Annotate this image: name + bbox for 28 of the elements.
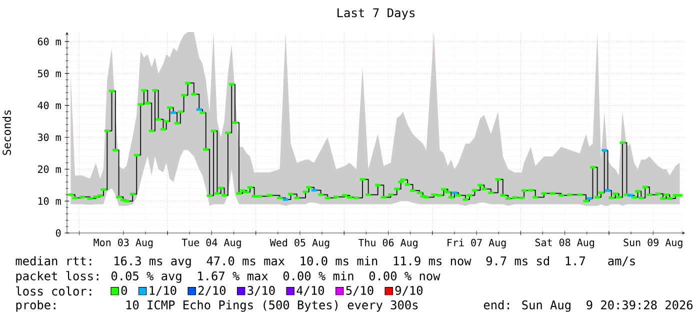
x-tick-label: Wed 05 Aug [270,238,330,248]
x-tick-label: Thu 06 Aug [358,238,418,248]
text: median rtt: 16.3 ms avg 47.0 ms max 10.0 ms min 11.9 ms now 9.7 ms sd 1.7 am/s [16,256,635,268]
legend-label: 4/10 [296,286,324,296]
text: end: Sun Aug 9 20:39:28 2026 [484,300,693,312]
y-tick-label: 50 m [38,70,61,78]
y-tick-label: 10 m [38,197,61,205]
legend-label: 0 [121,286,127,295]
y-tick-label: 30 m [38,133,61,142]
text: packet loss: 0.05 % avg 1.67 % max 0.00 % min 0.00 % now [16,271,440,283]
legend-label: 5/10 [346,286,374,296]
y-axis-title: Seconds [2,110,11,155]
x-tick-label: Sat 08 Aug [535,238,594,248]
legend-label: 3/10 [248,286,275,296]
y-tick-label: 20 m [38,165,61,173]
y-tick-label: 0 [56,229,61,237]
x-tick-label: Sun 09 Aug [624,238,682,248]
legend-label: 1/10 [150,286,176,296]
x-tick-label: Mon 03 Aug [94,238,153,248]
chart-title: Last 7 Days [338,8,415,20]
legend-label: 9/10 [395,286,423,296]
x-tick-label: Fri 07 Aug [448,238,506,248]
y-tick-label: 60 m [38,38,61,46]
legend-label: 2/10 [198,286,226,296]
y-tick-label: 40 m [38,102,61,110]
x-tick-label: Tue 04 Aug [182,238,241,248]
text: probe: 10 ICMP Echo Pings (500 Bytes) every 300s [16,300,418,312]
legend-title: loss color: [16,286,92,296]
